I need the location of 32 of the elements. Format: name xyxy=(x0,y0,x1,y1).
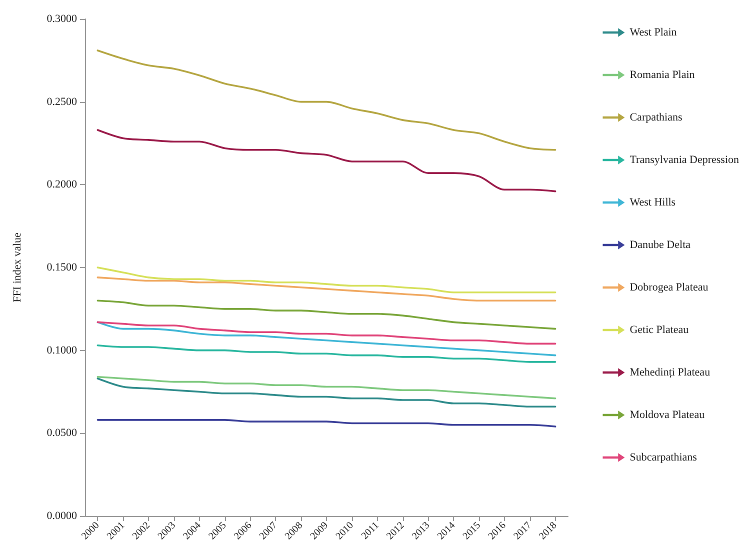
legend-label: Dobrogea Plateau xyxy=(630,282,709,294)
legend-label: West Plain xyxy=(630,26,678,38)
line-series xyxy=(96,50,556,151)
line-series xyxy=(96,321,556,345)
line-series xyxy=(96,129,556,192)
y-axis-title: FFI index value xyxy=(12,232,24,302)
y-tick-label: 0.0500 xyxy=(46,427,78,440)
x-tick-label: 2001 xyxy=(105,520,128,542)
line-series xyxy=(96,376,556,400)
legend-label: Subcarpathians xyxy=(630,452,697,464)
y-tick-label: 0.3000 xyxy=(46,13,78,25)
legend-label: Moldova Plateau xyxy=(630,409,706,421)
x-tick-label: 2011 xyxy=(360,520,382,542)
line-series xyxy=(96,344,556,363)
legend-label: Danube Delta xyxy=(630,239,691,251)
line-series xyxy=(96,276,556,302)
line-series xyxy=(96,378,556,408)
legend-label: Carpathians xyxy=(630,112,682,124)
line-series xyxy=(96,321,556,356)
y-tick-label: 0.1500 xyxy=(46,262,78,274)
line-series xyxy=(96,419,556,428)
y-tick-label: 0.2000 xyxy=(46,178,78,191)
legend-label: Mehedinți Plateau xyxy=(630,366,711,378)
line-series xyxy=(96,266,556,294)
legend-label: West Hills xyxy=(630,196,676,208)
legend-label: Getic Plateau xyxy=(630,324,690,336)
y-tick-label: 0.1000 xyxy=(46,344,78,356)
y-tick-label: 0.0000 xyxy=(46,510,78,522)
y-tick-label: 0.2500 xyxy=(46,96,78,108)
line-series xyxy=(96,300,556,330)
legend-label: Romania Plain xyxy=(630,69,696,81)
legend-label: Transylvania Depression xyxy=(630,154,740,166)
